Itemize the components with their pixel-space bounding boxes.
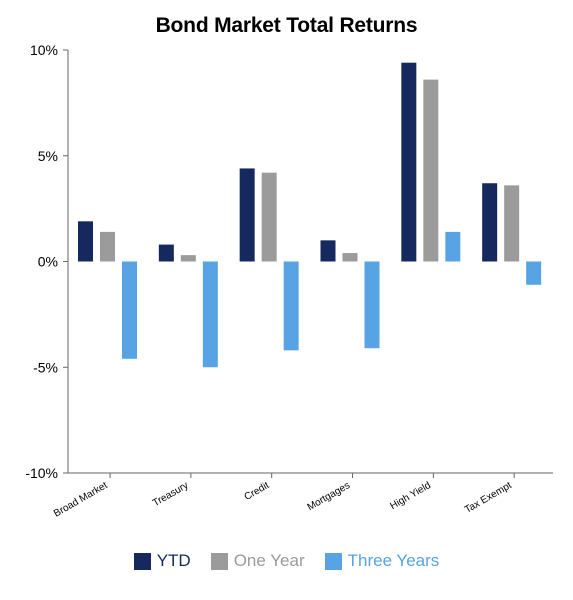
chart-area: -10% -5% 0% 5% 10% Broad Market Treasury Credit…	[25, 42, 553, 520]
bar-ytd	[158, 244, 174, 262]
bar-ytd	[78, 221, 93, 262]
legend-label: One Year	[233, 551, 305, 570]
bar-ytd	[239, 168, 255, 262]
chart-title: Bond Market Total Returns	[155, 14, 418, 37]
y-tick-label: 10%	[30, 42, 58, 58]
legend-swatch	[210, 552, 228, 570]
y-tick-label: 5%	[38, 148, 58, 164]
bar-one-year	[180, 255, 196, 262]
bar-three-years	[202, 261, 218, 368]
axes	[63, 49, 553, 478]
y-tick-label: -10%	[25, 465, 58, 481]
x-tick-label: Tax Exempt	[463, 480, 514, 516]
x-tick-label: Credit	[243, 480, 272, 503]
bars	[78, 62, 542, 368]
bar-three-years	[283, 261, 299, 351]
legend-swatch	[133, 552, 151, 570]
x-tick-label: High Yield	[388, 480, 432, 512]
tick-labels: -10% -5% 0% 5% 10% Broad Market Treasury Credit…	[25, 42, 514, 520]
bar-ytd	[401, 62, 417, 262]
bar-three-years	[445, 231, 461, 262]
bar-one-year	[423, 79, 439, 262]
legend-swatch	[324, 552, 342, 570]
legend-label: YTD	[156, 551, 191, 570]
legend-item: Three Years	[324, 551, 440, 571]
x-tick-label: Treasury	[151, 480, 190, 509]
bar-one-year	[261, 172, 277, 262]
bar-one-year	[100, 231, 115, 262]
bar-three-years	[364, 261, 380, 349]
legend-item: One Year	[210, 551, 305, 571]
y-tick-label: -5%	[33, 359, 58, 375]
bar-ytd	[320, 240, 336, 262]
x-tick-label: Mortgages	[306, 480, 352, 513]
legend-label: Three Years	[347, 551, 440, 570]
bar-ytd	[482, 183, 498, 262]
legend-item: YTD	[133, 551, 191, 571]
y-tick-label: 0%	[38, 254, 58, 270]
bar-one-year	[504, 185, 520, 262]
x-tick-label: Broad Market	[52, 480, 110, 520]
bar-three-years	[526, 261, 542, 285]
legend: YTD One Year Three Years	[0, 551, 573, 571]
bar-three-years	[122, 261, 137, 359]
bar-one-year	[342, 253, 358, 262]
